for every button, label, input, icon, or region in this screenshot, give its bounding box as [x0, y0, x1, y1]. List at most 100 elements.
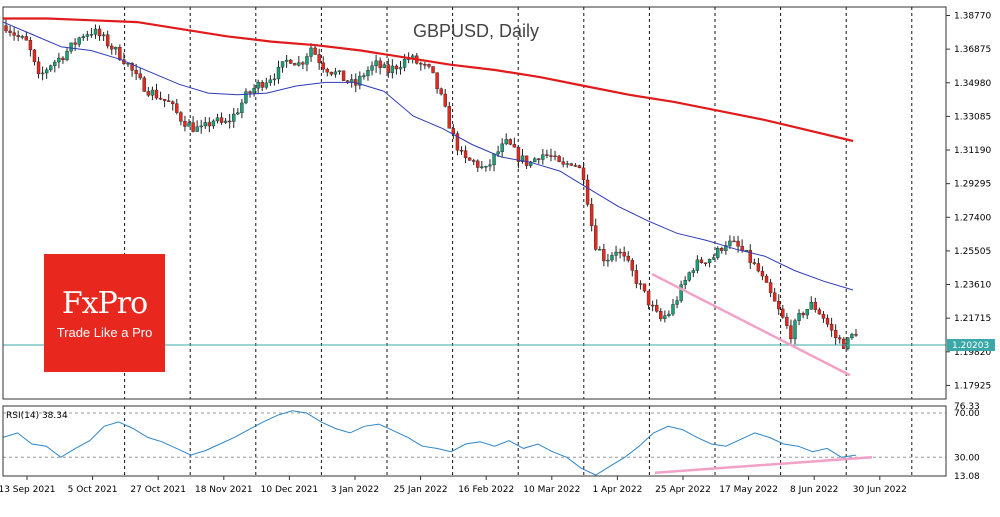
- candle-body: [594, 225, 598, 250]
- fxpro-logo: FxPro Trade Like a Pro: [44, 254, 165, 372]
- candle-body: [777, 300, 781, 310]
- candle-body: [390, 65, 395, 74]
- candle-body: [175, 103, 179, 113]
- candle-body: [97, 28, 102, 37]
- candle-body: [333, 71, 338, 75]
- candle-body: [268, 79, 273, 84]
- candle-body: [557, 155, 561, 162]
- candle-body: [431, 66, 435, 73]
- candle-body: [565, 163, 569, 165]
- candle-body: [748, 250, 752, 263]
- candle-body: [699, 259, 704, 263]
- candle-body: [439, 88, 443, 95]
- candle-body: [93, 28, 98, 35]
- rsi-label: RSI(14) 38.34: [6, 411, 68, 421]
- candle-body: [687, 272, 691, 281]
- candle-body: [512, 144, 517, 148]
- candle-body: [349, 79, 354, 83]
- candle-body: [659, 311, 663, 319]
- candle-body: [663, 315, 667, 319]
- candle-body: [81, 36, 85, 39]
- candle-body: [252, 88, 256, 94]
- candle-body: [447, 106, 452, 129]
- candle-body: [768, 282, 773, 293]
- candle-body: [496, 151, 500, 155]
- candle-body: [809, 301, 813, 310]
- candle-body: [89, 34, 94, 36]
- candle-body: [301, 62, 305, 65]
- candle-body: [321, 62, 325, 70]
- candle-body: [110, 45, 114, 50]
- candle-body: [589, 204, 594, 226]
- candle-body: [842, 338, 846, 349]
- logo-brand: FxPro: [61, 286, 148, 321]
- price-panel-frame: [2, 6, 947, 400]
- candle-body: [785, 317, 789, 326]
- candle-body: [199, 125, 203, 128]
- candle-body: [146, 91, 151, 96]
- ma-fast-line: [2, 21, 854, 291]
- candle-body: [516, 147, 521, 162]
- x-tick-label: 10 Dec 2021: [261, 485, 319, 495]
- candle-body: [40, 72, 45, 75]
- price-tick-label: 1.19820: [954, 348, 991, 358]
- x-tick-label: 27 Oct 2021: [130, 485, 186, 495]
- price-tick-label: 1.38770: [954, 12, 991, 22]
- candle-body: [667, 313, 671, 316]
- candle-body: [276, 67, 281, 80]
- candle-body: [500, 143, 504, 152]
- candle-body: [309, 47, 313, 57]
- price-tick-label: 1.21715: [954, 314, 991, 324]
- candle-body: [553, 155, 557, 158]
- ma-slow-line: [3, 17, 854, 143]
- candle-body: [711, 257, 716, 260]
- candle-body: [130, 62, 134, 71]
- candle-body: [398, 67, 403, 70]
- candle-body: [374, 60, 378, 67]
- rsi-trendline: [654, 456, 873, 475]
- candle-body: [297, 62, 301, 66]
- candle-body: [650, 304, 655, 307]
- candle-body: [793, 320, 797, 340]
- candle-body: [65, 50, 69, 61]
- candle-body: [378, 60, 382, 68]
- x-tick-label: 25 Apr 2022: [655, 485, 711, 495]
- candle-body: [821, 313, 826, 319]
- candle-body: [561, 161, 565, 165]
- support-trendline: [651, 272, 851, 377]
- rsi-panel-frame: [2, 405, 947, 477]
- candle-body: [581, 167, 586, 181]
- candle-body: [435, 72, 439, 89]
- x-tick-label: 8 Jun 2022: [790, 485, 838, 495]
- candle-body: [850, 334, 854, 339]
- candle-body: [28, 40, 33, 51]
- price-tick-label: 1.33085: [954, 112, 991, 122]
- candles: [4, 19, 858, 351]
- price-tick-label: 1.29295: [954, 180, 991, 190]
- rsi-tick-label: 30.00: [954, 453, 980, 463]
- candle-body: [370, 65, 374, 71]
- candle-body: [77, 37, 81, 45]
- candle-body: [49, 65, 53, 71]
- axes: 1.38770 1.36875 1.34980 1.33085 1.31190 1.292…: [0, 6, 995, 495]
- candle-body: [655, 304, 659, 312]
- candle-body: [53, 61, 57, 66]
- candle-body: [760, 270, 765, 277]
- candle-body: [781, 308, 785, 318]
- candle-body: [138, 73, 142, 79]
- candle-body: [825, 318, 830, 325]
- candle-body: [293, 63, 297, 66]
- candle-body: [264, 82, 268, 88]
- candle-body: [695, 259, 700, 271]
- candle-body: [236, 112, 240, 115]
- candle-body: [569, 163, 574, 166]
- candle-body: [805, 309, 809, 316]
- candle-body: [4, 25, 8, 32]
- candle-body: [472, 160, 476, 162]
- candle-body: [114, 47, 118, 50]
- candle-body: [707, 258, 712, 264]
- candle-body: [61, 57, 65, 61]
- candle-body: [724, 245, 728, 251]
- price-tick-label: 1.25505: [954, 247, 991, 257]
- candle-body: [671, 304, 675, 315]
